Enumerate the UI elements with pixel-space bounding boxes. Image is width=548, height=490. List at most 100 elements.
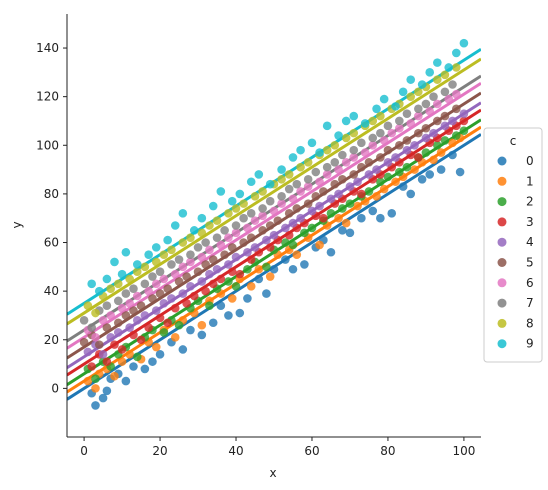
point-series-4-28	[334, 189, 343, 199]
point-series-1-28	[334, 213, 343, 223]
point-series-8-13	[197, 228, 207, 238]
y-axis-label: y	[10, 221, 24, 228]
point-series-6-39	[433, 99, 442, 109]
point-series-1-11	[170, 333, 180, 342]
point-series-4-23	[288, 218, 298, 228]
point-series-9-17	[235, 189, 245, 199]
point-series-4-13	[197, 277, 207, 286]
point-series-0-12	[178, 345, 188, 354]
point-series-9-27	[334, 131, 343, 140]
legend-marker-4	[497, 237, 507, 247]
point-series-1-4	[110, 371, 119, 381]
point-series-8-24	[296, 162, 305, 172]
point-series-6-16	[224, 233, 233, 242]
point-series-3-11	[182, 298, 191, 308]
point-series-5-0	[79, 337, 89, 347]
fit-line-series-6	[67, 82, 481, 350]
point-series-1-34	[391, 177, 400, 187]
point-series-6-40	[444, 94, 454, 104]
point-series-5-27	[319, 187, 328, 196]
point-series-6-38	[425, 106, 435, 116]
point-series-5-39	[433, 116, 442, 126]
point-series-0-40	[448, 150, 457, 160]
point-series-8-16	[224, 209, 233, 218]
point-series-8-12	[186, 233, 195, 242]
point-series-1-0	[83, 376, 93, 386]
point-series-8-30	[349, 128, 359, 138]
legend-marker-6	[497, 278, 507, 288]
point-series-6-21	[269, 206, 279, 216]
point-series-5-34	[383, 145, 393, 155]
point-series-6-7	[144, 286, 153, 296]
point-series-2-40	[452, 131, 461, 140]
point-series-7-26	[311, 167, 321, 177]
point-series-6-15	[216, 240, 226, 250]
point-series-5-5	[121, 311, 131, 320]
point-series-6-23	[288, 194, 298, 204]
legend-label-0: 0	[526, 154, 534, 168]
point-series-2-33	[383, 172, 393, 182]
point-series-5-11	[174, 277, 184, 286]
point-series-4-14	[205, 269, 214, 279]
axes-layer: 0 20 40 60 80 100 0 20 40 60 80 100 120 140	[36, 14, 481, 458]
point-series-2-29	[345, 199, 355, 208]
point-series-5-13	[193, 267, 203, 276]
point-series-0-18	[235, 308, 245, 318]
point-series-4-41	[459, 109, 469, 118]
point-series-1-33	[379, 184, 389, 194]
point-series-2-24	[300, 228, 309, 238]
point-series-5-21	[265, 221, 275, 230]
legend-label-3: 3	[526, 215, 534, 229]
point-series-5-36	[402, 136, 412, 145]
point-series-6-32	[368, 140, 378, 150]
point-series-6-1	[91, 333, 100, 342]
point-series-8-4	[113, 279, 123, 289]
point-series-9-12	[189, 226, 199, 235]
point-series-0-19	[243, 294, 252, 303]
legend-marker-2	[497, 197, 507, 207]
point-series-8-20	[258, 187, 267, 196]
point-series-5-2	[94, 340, 104, 349]
point-series-5-22	[273, 216, 283, 225]
point-series-2-14	[205, 301, 214, 311]
point-series-1-36	[410, 165, 419, 174]
point-series-8-39	[433, 75, 442, 84]
point-series-9-14	[208, 201, 218, 211]
point-series-5-14	[201, 260, 210, 269]
y-tick-label-120: 120	[36, 90, 59, 104]
point-series-9-9	[163, 235, 172, 245]
point-series-4-27	[326, 194, 336, 204]
point-series-9-21	[277, 165, 286, 174]
point-series-8-28	[330, 140, 340, 150]
legend-marker-0	[497, 156, 507, 166]
point-series-1-21	[265, 272, 275, 281]
point-series-7-16	[220, 226, 229, 235]
point-series-1-39	[436, 148, 446, 157]
point-series-1-6	[125, 350, 134, 359]
point-series-4-31	[364, 170, 374, 179]
point-series-9-4	[117, 269, 127, 279]
point-series-6-3	[106, 311, 115, 320]
legend-label-4: 4	[526, 235, 534, 249]
point-series-9-30	[360, 119, 370, 128]
point-series-5-20	[258, 226, 267, 235]
point-series-6-18	[243, 223, 252, 233]
point-series-4-32	[372, 165, 381, 174]
point-series-9-34	[398, 87, 408, 97]
point-series-6-10	[170, 269, 180, 279]
point-series-3-4	[117, 345, 127, 354]
point-series-0-24	[288, 264, 298, 274]
point-series-5-24	[292, 204, 302, 213]
point-series-4-4	[113, 328, 123, 337]
point-series-5-28	[330, 179, 340, 189]
point-series-9-3	[110, 257, 119, 267]
y-tick-label-40: 40	[44, 284, 59, 298]
x-tick-label-80: 80	[380, 444, 395, 458]
point-series-5-30	[349, 170, 359, 179]
point-series-0-20	[254, 274, 264, 284]
point-series-7-23	[284, 184, 294, 194]
point-series-0-35	[398, 182, 408, 191]
point-series-3-0	[87, 362, 96, 371]
point-series-4-33	[383, 157, 393, 167]
